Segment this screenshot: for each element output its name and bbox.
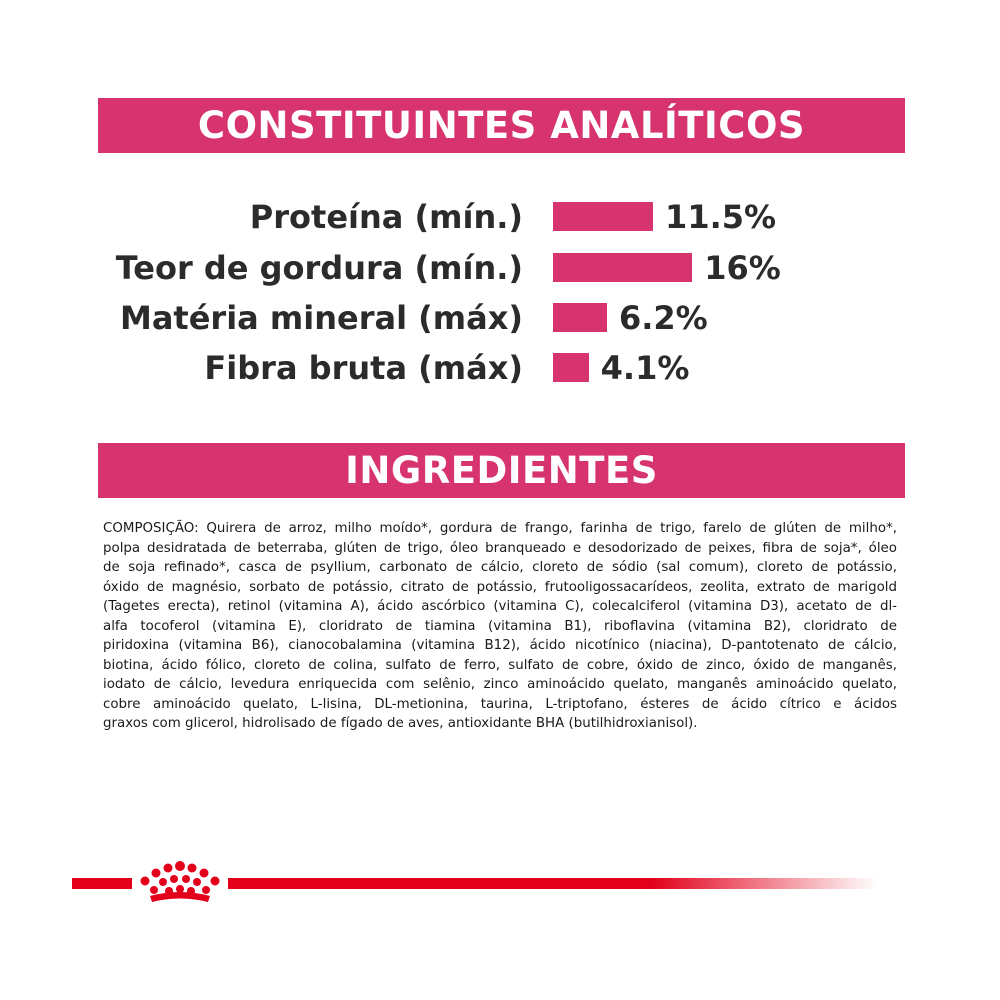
analytic-value: 6.2%	[618, 299, 708, 337]
ingredients-line: biotina, ácido fólico, cloreto de colina…	[103, 657, 897, 673]
ingredients-line: óxido de magnésio, sorbato de potássio, …	[103, 579, 897, 595]
ingredients-line: polpa desidratada de beterraba, glúten d…	[103, 540, 897, 556]
royal-crown-logo-icon	[140, 861, 220, 902]
analytic-bar	[553, 253, 693, 282]
ingredients-header: INGREDIENTES	[98, 443, 905, 498]
brand-line-right	[228, 878, 878, 889]
ingredients-line: (Tagetes erecta), retinol (vitamina A), …	[103, 599, 897, 614]
analytic-row: Proteína (mín.) 11.5%	[0, 195, 1000, 239]
ingredients-line: alfa tocoferol (vitamina E), cloridrato …	[103, 618, 897, 634]
analytic-row: Fibra bruta (máx) 4.1%	[0, 346, 1000, 390]
analytic-bar	[553, 303, 607, 332]
ingredients-line: piridoxina (vitamina B6), cianocobalamin…	[103, 638, 897, 653]
ingredients-line: cobre aminoácido quelato, L-lisina, DL-m…	[103, 696, 897, 712]
ingredients-line: iodato de cálcio, levedura enriquecida c…	[103, 677, 897, 692]
analytic-value: 16%	[704, 249, 781, 287]
analytics-title: CONSTITUINTES ANALÍTICOS	[197, 104, 806, 147]
ingredients-line: COMPOSIÇÃO: Quirera de arroz, milho moíd…	[103, 521, 897, 536]
analytics-header: CONSTITUINTES ANALÍTICOS	[98, 98, 905, 153]
analytic-row: Matéria mineral (máx) 6.2%	[0, 296, 1000, 340]
analytic-label: Matéria mineral (máx)	[119, 299, 523, 337]
analytic-label: Proteína (mín.)	[249, 198, 523, 236]
analytic-row: Teor de gordura (mín.) 16%	[0, 246, 1000, 290]
ingredients-line: de soja refinado*, casca de psyllium, ca…	[103, 560, 897, 575]
analytic-label: Fibra bruta (máx)	[204, 349, 523, 387]
analytic-value: 4.1%	[600, 349, 690, 387]
analytic-label: Teor de gordura (mín.)	[115, 249, 523, 287]
analytic-value: 11.5%	[665, 198, 777, 236]
analytic-bar	[553, 353, 589, 382]
analytic-bar	[553, 202, 654, 231]
brand-line-left	[72, 878, 132, 889]
ingredients-title: INGREDIENTES	[345, 449, 658, 492]
ingredients-text: COMPOSIÇÃO: Quirera de arroz, milho moíd…	[103, 519, 897, 734]
ingredients-line: graxos com glicerol, hidrolisado de fíga…	[103, 716, 698, 731]
